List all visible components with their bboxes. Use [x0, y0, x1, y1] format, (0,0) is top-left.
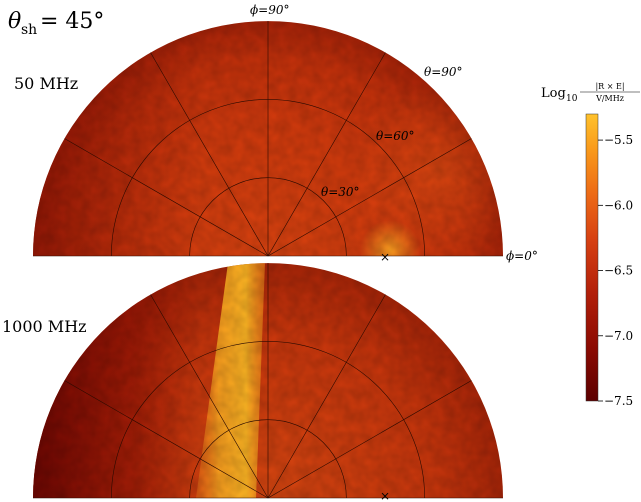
- panel-50mhz: 50 MHz ϕ=90° ϕ=0° θ=30° θ=60° θ=90° ×: [14, 3, 538, 264]
- panel-50mhz-label: 50 MHz: [14, 74, 78, 93]
- colorbar-numerator: |R × E|: [595, 82, 624, 91]
- colorbar-tick-label: −5.5: [604, 133, 633, 147]
- theta-90-label: θ=90°: [424, 65, 463, 79]
- panel-1000mhz-phi-spoke-30: [267, 380, 472, 499]
- panel-1000mhz-phi-spoke-150: [64, 380, 269, 499]
- colorbar-ticks: −5.5 −6.0 −6.5 −7.0 −7.5: [598, 133, 633, 408]
- phi-0-label: ϕ=0°: [506, 249, 538, 263]
- phi-90-label: ϕ=90°: [250, 3, 290, 17]
- panel-1000mhz-phi-spoke-120: [150, 294, 269, 499]
- panel-1000mhz: 1000 MHz ×: [2, 263, 503, 502]
- colorbar-tick-label: −6.5: [604, 264, 633, 278]
- colorbar-log-base: 10: [566, 94, 578, 104]
- colorbar-tick-label: −6.0: [604, 198, 633, 212]
- colorbar-tick-label: −7.5: [604, 394, 633, 408]
- panel-1000mhz-grid: [33, 263, 503, 499]
- theta-30-label: θ=30°: [321, 185, 360, 199]
- panel-1000mhz-heatmap: [33, 263, 503, 498]
- colorbar-denominator: V/MHz: [595, 94, 624, 103]
- panel-1000mhz-marker: ×: [380, 489, 390, 502]
- panel-50mhz-phi-spoke-120: [150, 52, 269, 257]
- panel-50mhz-phi-spoke-60: [267, 52, 386, 257]
- colorbar-gradient: [585, 113, 599, 402]
- panel-1000mhz-phi-spoke-60: [267, 294, 386, 499]
- colorbar: Log 10 |R × E| V/MHz −5.5 −6.0 −6.5 −7.0 −7.…: [541, 82, 640, 408]
- theta-60-label: θ=60°: [376, 129, 415, 143]
- panel-50mhz-phi-spoke-150: [64, 138, 269, 257]
- panel-50mhz-phi-spoke-30: [267, 138, 472, 257]
- shower-angle-subscript: sh: [21, 22, 37, 38]
- colorbar-tick-label: −7.0: [604, 329, 633, 343]
- shower-angle-value: = 45°: [40, 9, 104, 34]
- panel-1000mhz-label: 1000 MHz: [2, 317, 87, 336]
- panel-50mhz-heatmap: [33, 21, 503, 257]
- colorbar-log-label: Log: [541, 86, 566, 101]
- shower-angle-symbol: θ: [8, 9, 21, 34]
- panel-50mhz-marker: ×: [380, 250, 390, 264]
- panel-50mhz-grid: [33, 21, 503, 257]
